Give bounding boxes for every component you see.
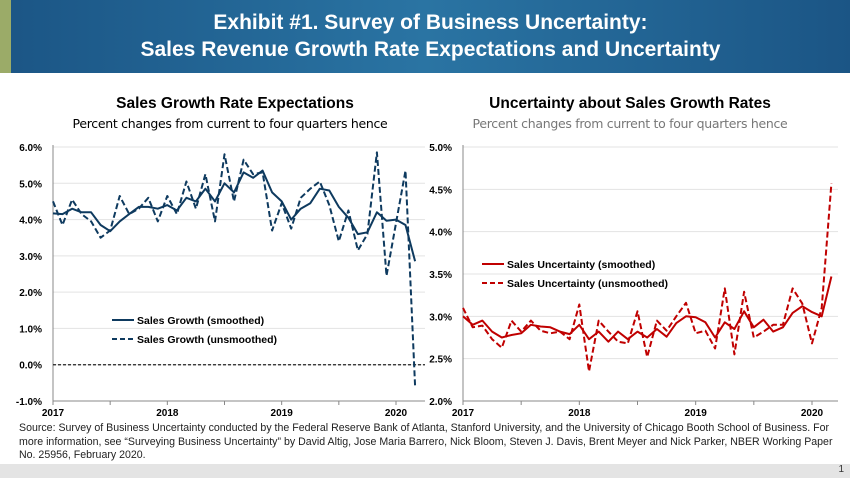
uncertainty-smoothed-line xyxy=(462,276,833,343)
source-note: Source: Survey of Business Uncertainty c… xyxy=(19,422,833,461)
legend-label: Sales Growth (unsmoothed) xyxy=(137,334,277,346)
growth-smoothed-line xyxy=(52,169,417,262)
y-tick-label: 3.0% xyxy=(19,252,42,263)
x-tick-label: 2018 xyxy=(568,408,591,419)
growth-unsmoothed-line xyxy=(52,151,417,387)
right-chart-subtitle: Percent changes from current to four qua… xyxy=(472,116,788,131)
y-tick-label: 1.0% xyxy=(19,324,42,335)
right-chart-title: Uncertainty about Sales Growth Rates xyxy=(489,95,771,112)
x-tick-label: 2018 xyxy=(156,408,179,419)
x-tick-label: 2019 xyxy=(685,408,708,419)
y-tick-label: 2.0% xyxy=(19,288,42,299)
y-tick-label: 2.5% xyxy=(429,355,452,366)
accent-stripe xyxy=(0,0,11,73)
x-tick-label: 2020 xyxy=(801,408,824,419)
legend-label: Sales Growth (smoothed) xyxy=(137,315,264,327)
y-tick-label: 5.0% xyxy=(429,143,452,154)
footer-bar: 1 xyxy=(0,464,850,478)
y-tick-label: 3.5% xyxy=(429,270,452,281)
y-tick-label: 4.0% xyxy=(19,216,42,227)
exhibit-title: Exhibit #1. Survey of Business Uncertain… xyxy=(11,9,850,63)
y-tick-label: 5.0% xyxy=(19,179,42,190)
left-chart-subtitle: Percent changes from current to four qua… xyxy=(72,116,388,131)
legend-label: Sales Uncertainty (unsmoothed) xyxy=(507,278,668,290)
y-tick-label: -1.0% xyxy=(16,397,42,408)
legend-label: Sales Uncertainty (smoothed) xyxy=(507,259,655,271)
x-tick-label: 2017 xyxy=(452,408,475,419)
left-chart-title: Sales Growth Rate Expectations xyxy=(116,95,354,112)
x-tick-label: 2020 xyxy=(385,408,408,419)
x-tick-label: 2017 xyxy=(42,408,65,419)
y-tick-label: 6.0% xyxy=(19,143,42,154)
page-number: 1 xyxy=(838,464,844,475)
y-tick-label: 4.5% xyxy=(429,185,452,196)
x-tick-label: 2019 xyxy=(271,408,294,419)
uncertainty-unsmoothed-line xyxy=(462,183,833,373)
title-banner: Exhibit #1. Survey of Business Uncertain… xyxy=(0,0,850,73)
y-tick-label: 0.0% xyxy=(19,361,42,372)
title-line-2: Sales Revenue Growth Rate Expectations a… xyxy=(140,38,721,61)
y-tick-label: 2.0% xyxy=(429,397,452,408)
title-line-1: Exhibit #1. Survey of Business Uncertain… xyxy=(213,11,648,34)
y-tick-label: 3.0% xyxy=(429,312,452,323)
y-tick-label: 4.0% xyxy=(429,228,452,239)
